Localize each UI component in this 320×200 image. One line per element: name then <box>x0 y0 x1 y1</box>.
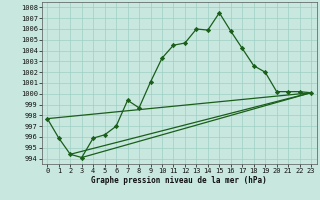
X-axis label: Graphe pression niveau de la mer (hPa): Graphe pression niveau de la mer (hPa) <box>91 176 267 185</box>
